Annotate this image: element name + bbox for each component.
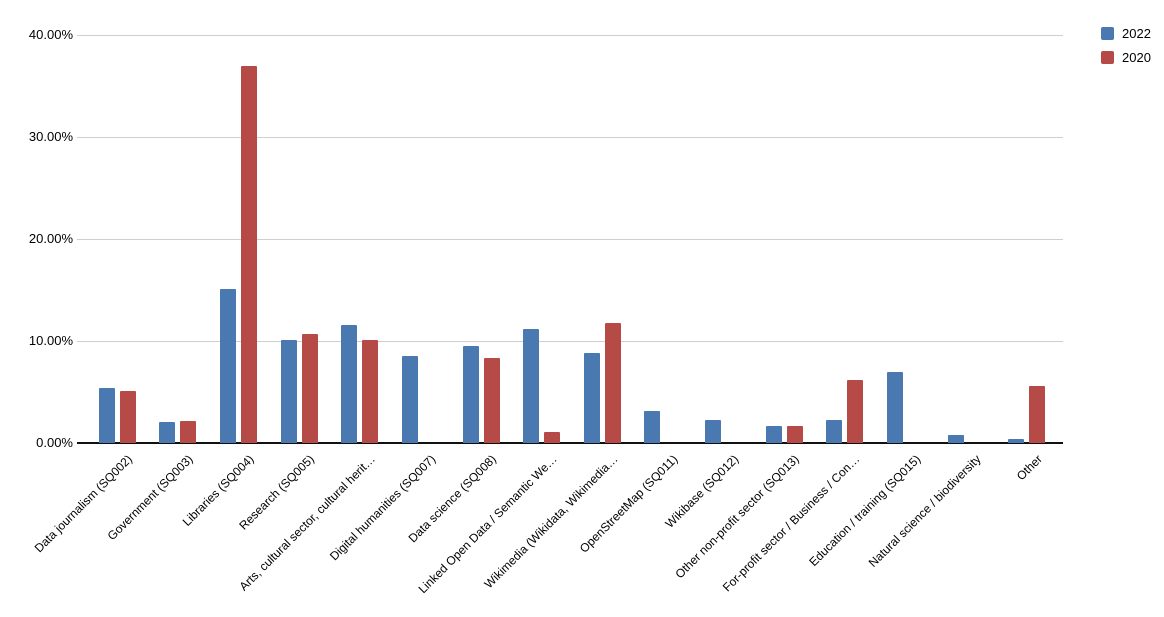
y-tick-label: 0.00% (36, 435, 73, 450)
bar-2022 (644, 411, 661, 443)
bar-2020 (544, 432, 561, 443)
bar-group (451, 35, 512, 443)
y-tick-label: 10.00% (28, 333, 73, 348)
bar-2022 (886, 372, 903, 443)
y-tick-label: 40.00% (28, 27, 73, 42)
bar-group (693, 35, 754, 443)
gridline (77, 239, 1063, 240)
x-category-label: Other (1013, 452, 1045, 484)
bar-2022 (765, 426, 782, 443)
bar-group (633, 35, 694, 443)
bar-2020 (1029, 386, 1046, 443)
bar-2022 (220, 289, 237, 443)
bar-2022 (583, 353, 600, 443)
bar-2020 (241, 66, 258, 443)
bar-group (754, 35, 815, 443)
bar-group (511, 35, 572, 443)
bar-2020 (362, 340, 379, 443)
legend-swatch-icon (1101, 27, 1114, 40)
bar-2022 (401, 356, 418, 443)
bar-group (330, 35, 391, 443)
bar-group (875, 35, 936, 443)
bar-2022 (523, 329, 540, 443)
bar-2020 (483, 358, 500, 443)
bar-2020 (180, 421, 197, 443)
bar-2020 (301, 334, 318, 443)
x-category-label: Natural science / biodiversity (866, 452, 984, 570)
bar-group (996, 35, 1057, 443)
plot-area (87, 35, 1057, 443)
bar-2022 (1008, 439, 1025, 443)
bar-group (269, 35, 330, 443)
bar-2020 (786, 426, 803, 443)
x-category-label: Digital humanities (SQ007) (327, 452, 439, 564)
bar-2022 (462, 346, 479, 443)
bar-2020 (847, 380, 864, 443)
legend-item-2022: 2022 (1101, 27, 1151, 40)
x-axis-line (77, 442, 1063, 444)
bar-2022 (280, 340, 297, 443)
x-category-label: Education / training (SQ015) (806, 452, 924, 569)
bar-2020 (604, 323, 621, 443)
y-tick-label: 20.00% (28, 231, 73, 246)
bar-group (572, 35, 633, 443)
gridline (77, 35, 1063, 36)
legend-label: 2022 (1122, 26, 1151, 41)
bar-2022 (98, 388, 115, 443)
bar-2022 (947, 435, 964, 443)
legend-item-2020: 2020 (1101, 51, 1151, 64)
bar-group (390, 35, 451, 443)
bar-group (815, 35, 876, 443)
y-tick-label: 30.00% (28, 129, 73, 144)
x-category-label: Data journalism (SQ002) (31, 452, 136, 556)
gridline (77, 137, 1063, 138)
legend-label: 2020 (1122, 50, 1151, 65)
gridline (77, 341, 1063, 342)
bar-group (87, 35, 148, 443)
bar-2020 (119, 391, 136, 443)
legend-swatch-icon (1101, 51, 1114, 64)
bar-2022 (826, 420, 843, 443)
bar-group (208, 35, 269, 443)
bar-2022 (705, 420, 722, 443)
bar-2022 (341, 325, 358, 443)
bar-2022 (159, 422, 176, 443)
bar-group (148, 35, 209, 443)
x-category-label: OpenStreetMap (SQ011) (577, 452, 681, 556)
x-category-label: Other non-profit sector (SQ013) (672, 452, 803, 582)
legend: 2022 2020 (1101, 27, 1151, 75)
bar-group (936, 35, 997, 443)
